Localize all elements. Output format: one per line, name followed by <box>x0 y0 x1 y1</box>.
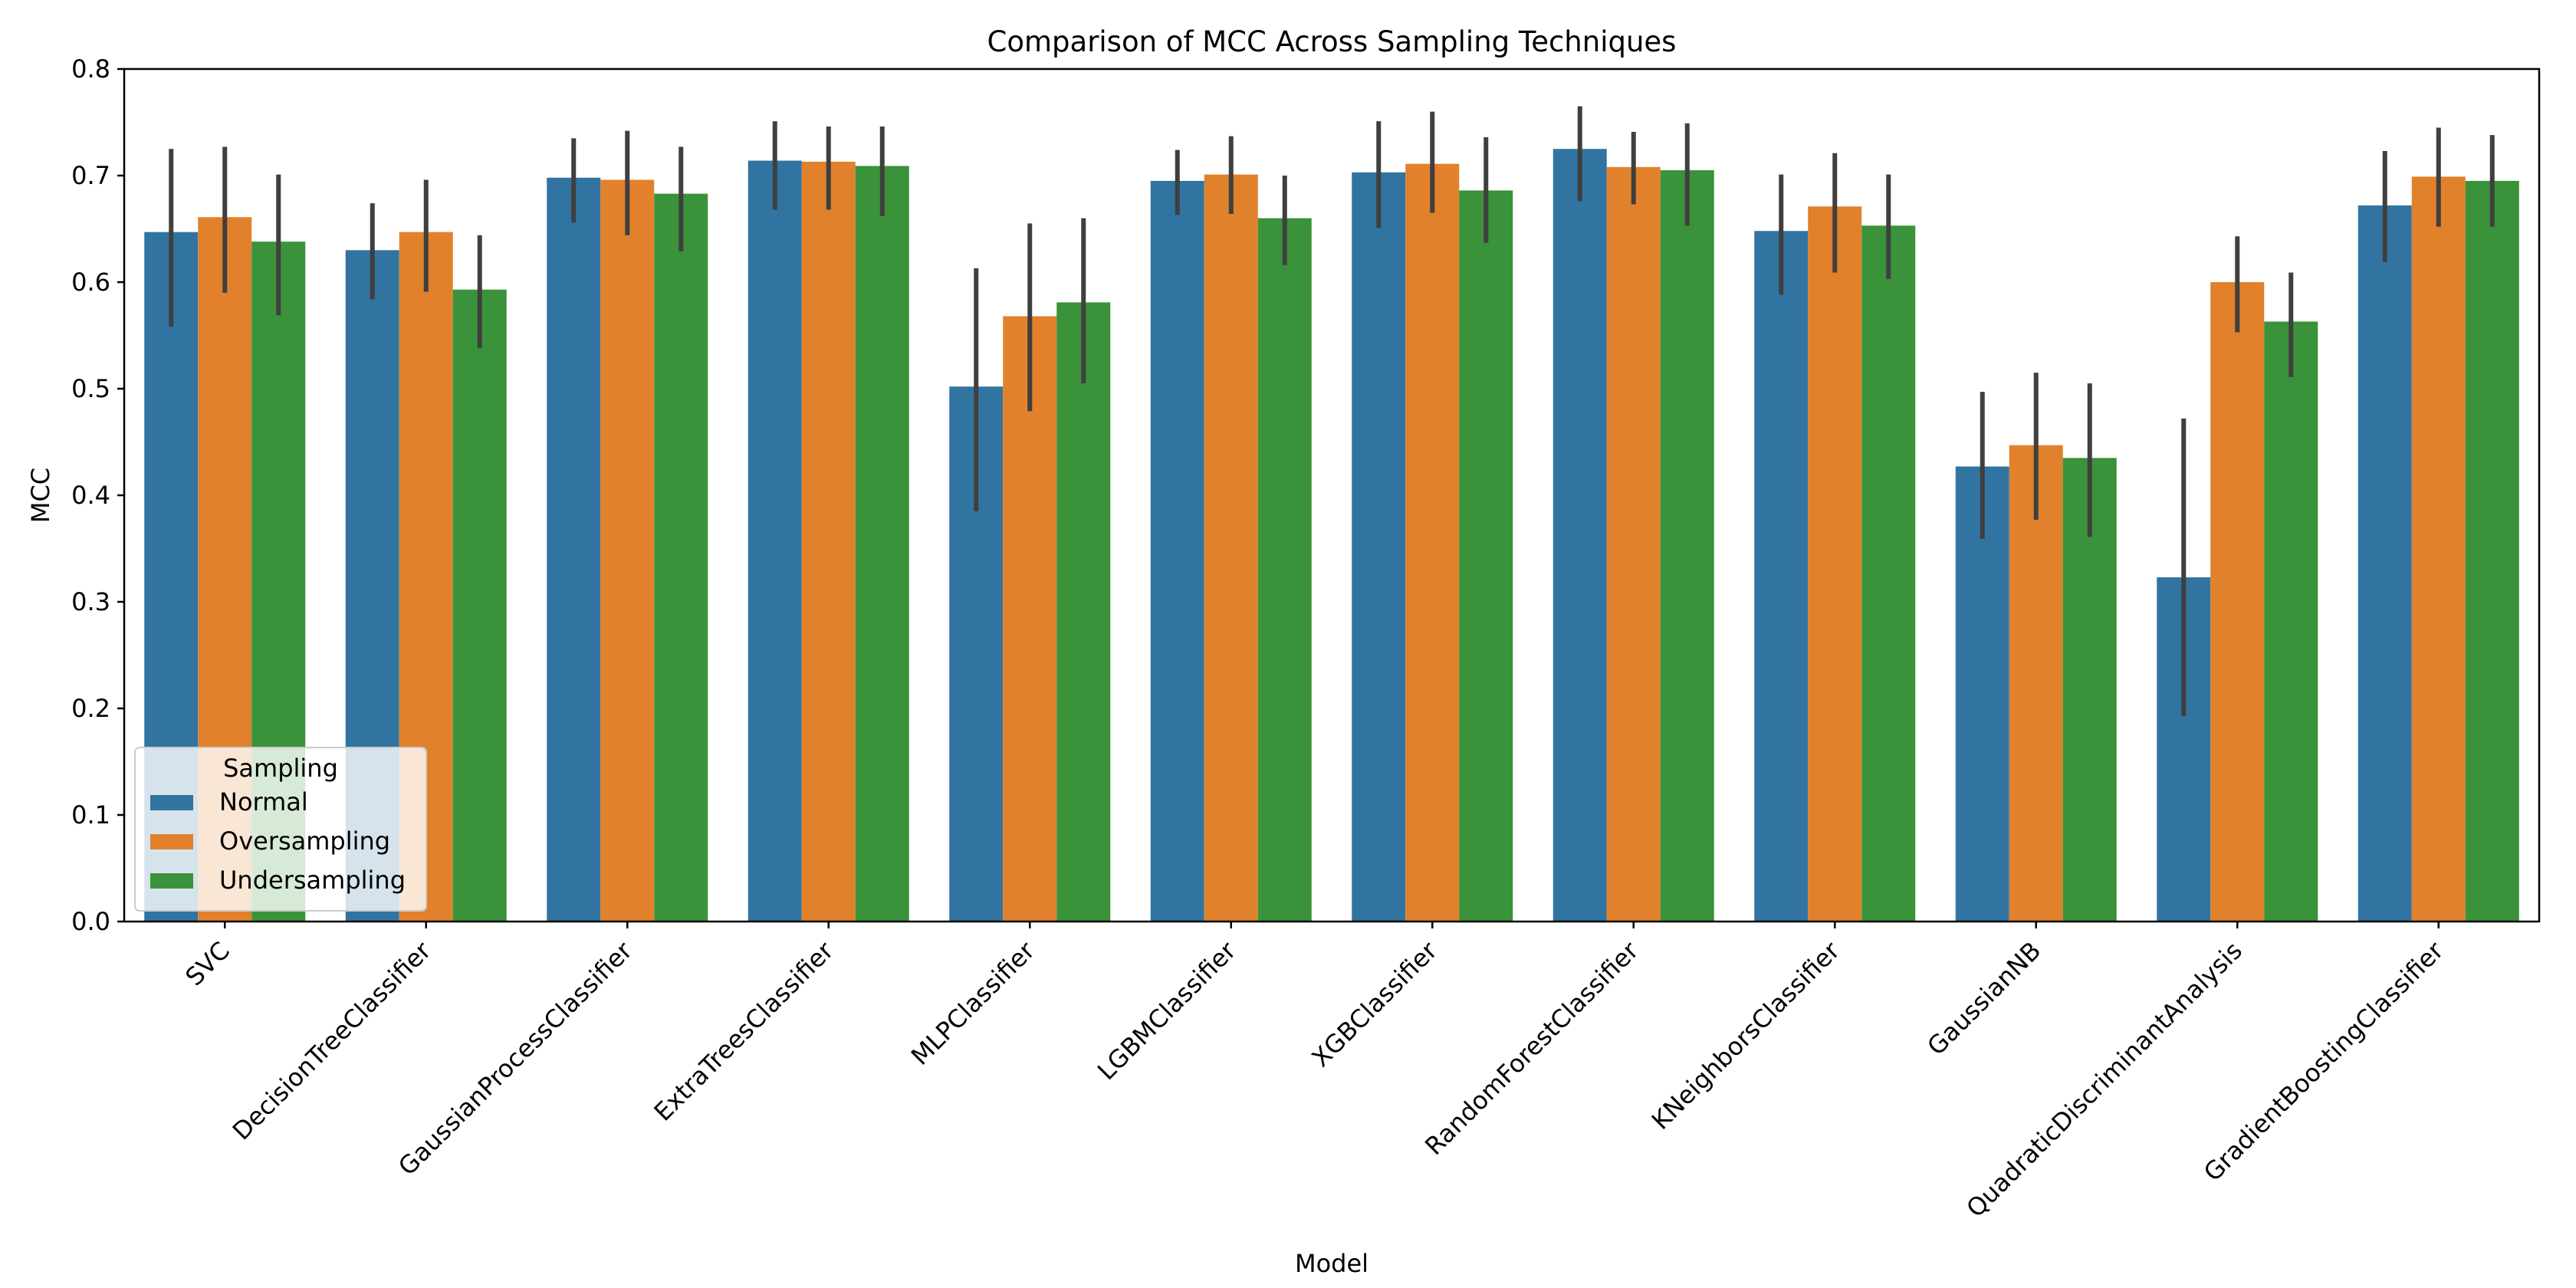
y-tick-label-8: 0.8 <box>71 54 110 84</box>
bar-normal-11 <box>2358 205 2412 922</box>
bars-layer <box>144 149 2519 922</box>
y-axis: 0.0 0.1 0.2 0.3 0.4 0.5 0.6 0.7 0.8 <box>71 54 124 936</box>
bar-oversampling-8 <box>1808 206 1862 922</box>
y-axis-label: MCC <box>26 468 55 523</box>
bar-oversampling-7 <box>1606 166 1661 922</box>
legend-swatch-oversampling <box>150 834 193 849</box>
bar-oversampling-5 <box>1204 174 1258 922</box>
bar-oversampling-4 <box>1003 316 1057 922</box>
bar-undersampling-10 <box>2264 321 2318 922</box>
bar-normal-5 <box>1150 180 1204 922</box>
bar-normal-8 <box>1754 231 1809 922</box>
y-tick-label-3: 0.3 <box>71 587 110 616</box>
bar-oversampling-10 <box>2210 282 2265 922</box>
bar-oversampling-3 <box>801 161 856 922</box>
bar-normal-6 <box>1352 172 1406 922</box>
bar-oversampling-2 <box>600 179 655 922</box>
bar-normal-9 <box>1955 466 2009 922</box>
y-tick-label-2: 0.2 <box>71 694 110 723</box>
legend-box <box>134 747 427 912</box>
bar-undersampling-1 <box>452 289 507 922</box>
y-tick-label-4: 0.4 <box>71 481 110 510</box>
bar-normal-2 <box>547 177 601 922</box>
y-tick-label-7: 0.7 <box>71 161 110 190</box>
errorbars-layer <box>169 106 2495 716</box>
legend-label-normal: Normal <box>219 787 308 816</box>
bar-oversampling-6 <box>1405 163 1460 922</box>
bar-normal-7 <box>1552 149 1607 922</box>
x-axis-label: Model <box>1295 1249 1368 1278</box>
legend-swatch-undersampling <box>150 873 193 889</box>
bar-oversampling-11 <box>2411 176 2466 922</box>
y-tick-label-1: 0.1 <box>71 800 110 830</box>
y-tick-label-0: 0.0 <box>71 907 110 936</box>
bar-undersampling-5 <box>1257 218 1312 922</box>
y-tick-label-5: 0.5 <box>71 374 110 403</box>
bar-undersampling-8 <box>1861 225 1916 922</box>
bar-undersampling-6 <box>1459 190 1513 922</box>
bar-undersampling-2 <box>654 193 708 922</box>
legend-label-undersampling: Undersampling <box>219 866 406 895</box>
bar-oversampling-9 <box>2009 445 2063 922</box>
bar-undersampling-3 <box>855 166 909 922</box>
chart-title: Comparison of MCC Across Sampling Techni… <box>987 25 1677 58</box>
y-tick-label-6: 0.6 <box>71 268 110 297</box>
legend-label-oversampling: Oversampling <box>219 826 390 856</box>
bar-undersampling-4 <box>1056 302 1111 922</box>
bar-undersampling-11 <box>2465 180 2519 922</box>
legend: Sampling Normal Oversampling Undersampling <box>134 747 427 912</box>
legend-title: Sampling <box>223 754 338 783</box>
bar-normal-3 <box>748 160 802 922</box>
bar-undersampling-7 <box>1660 170 1714 922</box>
legend-swatch-normal <box>150 795 193 810</box>
